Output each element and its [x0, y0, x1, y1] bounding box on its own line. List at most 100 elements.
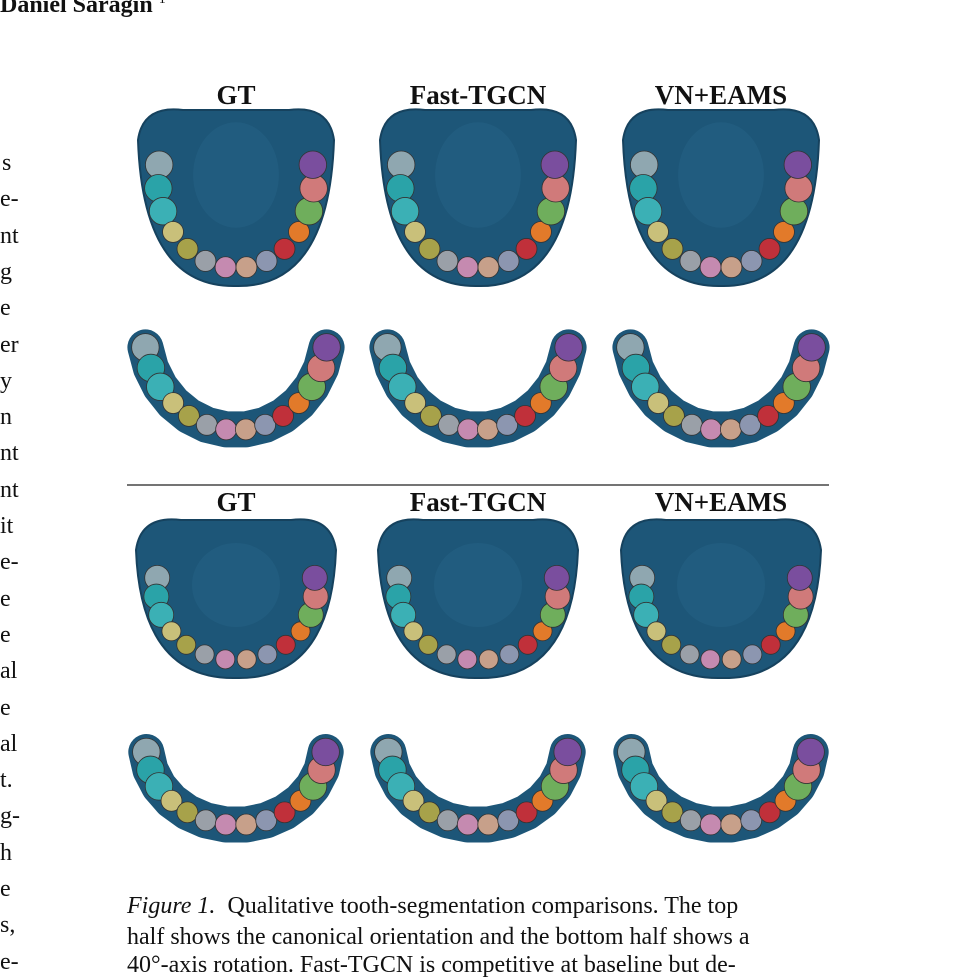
text-line-fragment: h	[0, 839, 12, 866]
author: Daniel Saragin 1	[0, 0, 166, 19]
tooth	[760, 634, 781, 655]
jaw-body	[613, 734, 829, 843]
caption-line: Figure 1. Qualitative tooth-segmentation…	[127, 893, 738, 920]
tooth	[402, 789, 425, 812]
text-line-fragment: nt	[0, 222, 19, 249]
tooth	[255, 809, 278, 832]
text-line-fragment: e	[0, 876, 11, 902]
tooth	[257, 644, 278, 665]
tooth	[388, 372, 417, 401]
tooth	[720, 256, 743, 279]
tooth	[633, 601, 660, 628]
tooth	[272, 405, 294, 427]
tooth	[312, 333, 341, 362]
tooth	[403, 621, 424, 642]
tooth	[457, 418, 479, 441]
tooth	[420, 405, 442, 427]
tooth	[178, 405, 200, 427]
tooth	[214, 256, 237, 279]
tooth	[661, 634, 682, 655]
tooth	[514, 405, 536, 427]
column-header: Fast-TGCN	[409, 487, 547, 517]
text-line-fragment: e	[0, 694, 11, 721]
tooth	[646, 621, 667, 642]
tooth	[176, 801, 199, 824]
tooth	[645, 789, 668, 812]
tooth	[436, 809, 459, 832]
tooth	[797, 333, 826, 362]
tooth	[146, 372, 175, 401]
text-line-fragment: e	[0, 621, 11, 648]
tooth	[196, 414, 218, 436]
tooth	[663, 405, 685, 427]
text-line-fragment: e-	[0, 948, 19, 975]
tooth	[456, 813, 479, 836]
tooth	[275, 634, 296, 655]
text-line-fragment: al	[0, 658, 18, 685]
tooth	[679, 809, 702, 832]
palate	[677, 543, 765, 627]
affiliation-mark: 1	[159, 0, 166, 7]
tooth	[298, 150, 327, 179]
tooth	[740, 809, 763, 832]
tooth	[742, 644, 763, 665]
tooth	[162, 221, 184, 243]
tooth	[517, 634, 538, 655]
author-name: Daniel Saragin	[0, 0, 153, 18]
palate	[678, 122, 764, 228]
tooth	[700, 649, 721, 670]
tooth	[477, 256, 500, 279]
tooth	[438, 414, 460, 436]
jaw-body	[128, 734, 344, 843]
tooth	[161, 621, 182, 642]
tooth	[176, 634, 197, 655]
text-line-fragment: n	[0, 404, 12, 431]
tooth	[553, 737, 582, 767]
tooth	[679, 644, 700, 665]
palate	[193, 122, 279, 228]
text-line-fragment: e-	[0, 549, 19, 576]
tooth	[194, 250, 217, 272]
tooth	[499, 644, 520, 665]
text-line-fragment: t.	[0, 767, 13, 794]
tooth	[160, 789, 183, 812]
tooth	[162, 392, 185, 414]
tooth	[699, 813, 722, 836]
tooth	[786, 564, 813, 591]
tooth	[148, 197, 178, 226]
text-line-fragment: y	[0, 367, 12, 394]
tooth	[783, 150, 812, 179]
tooth	[148, 601, 175, 628]
tooth	[757, 405, 779, 427]
palate	[192, 543, 280, 627]
column-header: VN+EAMS	[654, 80, 788, 110]
tooth	[515, 238, 538, 260]
jaw-body	[370, 734, 586, 843]
tooth	[796, 737, 825, 767]
tooth	[720, 418, 742, 441]
text-line-fragment: g	[0, 258, 12, 285]
tooth	[194, 644, 215, 665]
text-line-fragment: g-	[0, 803, 20, 830]
tooth	[418, 801, 441, 824]
column-header: GT	[216, 487, 256, 517]
text-line-fragment: it	[0, 513, 14, 539]
text-line-fragment: e-	[0, 186, 19, 213]
tooth	[530, 221, 552, 243]
tooth	[176, 238, 199, 260]
tooth	[311, 737, 340, 767]
tooth	[214, 813, 237, 836]
caption-text: Qualitative tooth-segmentation compariso…	[227, 893, 739, 919]
text-line-fragment: e	[0, 585, 11, 612]
tooth	[758, 238, 781, 260]
tooth	[215, 649, 236, 670]
tooth	[390, 197, 420, 226]
tooth	[633, 197, 663, 226]
tooth	[661, 238, 684, 260]
text-line-fragment: er	[0, 331, 19, 358]
tooth	[404, 221, 426, 243]
tooth	[496, 414, 518, 436]
caption-label: Figure 1.	[127, 893, 216, 919]
tooth	[273, 238, 296, 260]
